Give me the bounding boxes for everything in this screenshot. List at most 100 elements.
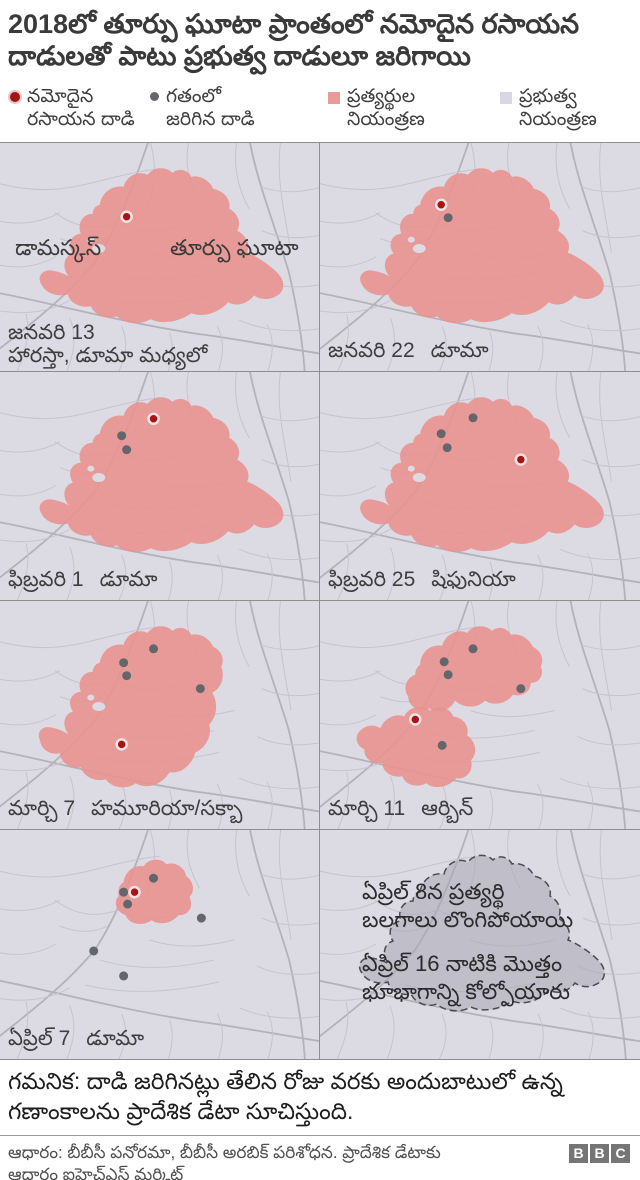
lavender-square-icon xyxy=(500,92,512,104)
previous-attack-dot xyxy=(123,899,133,909)
panel-caption: జనవరి 13 హారస్తా, డూమా మధ్యలో xyxy=(8,321,207,368)
previous-attack-dot xyxy=(89,946,99,956)
legend-label: నియంత్రణ xyxy=(347,108,425,130)
legend-label: జరిగిన దాడి xyxy=(166,108,255,130)
map-panel-january-13: డామస్కస్ తూర్పు ఘూటా జనవరి 13 హారస్తా, డూమా… xyxy=(0,143,320,372)
map-canvas xyxy=(320,830,640,1059)
footnote: గమనిక: దాడి జరిగినట్లు తేలిన రోజు వరకు అ… xyxy=(0,1060,640,1131)
header: 2018లో తూర్పు ఘూటా ప్రాంతంలో నమోదైన రసాయ… xyxy=(0,0,640,142)
legend-item-rebel-control: ప్రత్యర్థుల నియంత్రణ xyxy=(328,86,425,132)
legend-item-previous-attack: గతంలో జరిగిన దాడి xyxy=(150,86,255,132)
previous-attack-dot xyxy=(516,684,526,694)
previous-attack-dot xyxy=(439,657,449,667)
bbc-logo-letter: C xyxy=(611,1143,630,1163)
previous-attack-dot xyxy=(468,413,478,423)
map-canvas xyxy=(0,601,319,829)
previous-attack-dot xyxy=(196,913,206,923)
panel-caption-date: ఫిబ్రవరి 25 xyxy=(328,568,416,591)
gray-dot-icon xyxy=(150,92,159,101)
panel-caption: జనవరి 22 డూమా xyxy=(328,339,489,368)
chemical-attack-dot xyxy=(514,453,528,466)
bbc-logo-letter: B xyxy=(590,1143,609,1163)
rebel-territory-shape xyxy=(39,168,284,324)
panel-caption: మార్చి 11 ఆర్బిన్ xyxy=(328,797,473,826)
map-canvas xyxy=(320,601,640,829)
map-panel-april-7: ఏప్రిల్ 7 డూమా xyxy=(0,830,320,1059)
map-panel-february-1: ఫిబ్రవరి 1 డూమా xyxy=(0,372,320,601)
panel-caption-place: డూమా xyxy=(86,1027,145,1050)
legend-item-chemical-attack: నమోదైన రసాయన దాడి xyxy=(8,86,135,132)
map-canvas xyxy=(0,830,319,1059)
source-line-1: ఆధారం: బీబీసీ పనోరమా, బీబీసీ అరబిక్ పరిశ… xyxy=(8,1142,441,1162)
panel-caption: ఫిబ్రవరి 25 షిఫునియా xyxy=(328,568,516,597)
footnote-line-1: గమనిక: దాడి జరిగినట్లు తేలిన రోజు వరకు అ… xyxy=(8,1068,563,1094)
territory-notch xyxy=(407,465,415,472)
previous-attack-dot xyxy=(443,670,453,680)
previous-attack-dot xyxy=(122,445,132,455)
surrender-text-line: ఏప్రిల్ 16 నాటికి మొత్తం xyxy=(362,951,563,976)
territory-notch xyxy=(92,473,106,483)
legend-label: రసాయన దాడి xyxy=(27,108,135,130)
pink-square-icon xyxy=(328,92,340,104)
previous-attack-dot xyxy=(119,971,129,981)
rebel-territory-shape xyxy=(405,626,543,712)
territory-notch xyxy=(87,236,95,243)
chemical-attack-dot xyxy=(147,412,160,426)
surrender-text-t2: ఏప్రిల్ 16 నాటికి మొత్తం భూభాగాన్ని కోల్ప… xyxy=(362,950,570,1006)
map-label-damascus: డామస్కస్ xyxy=(15,235,102,260)
chemical-attack-dot xyxy=(128,885,141,899)
previous-attack-dot xyxy=(443,213,453,223)
panel-caption-place: డూమా xyxy=(430,339,489,362)
map-panel-january-22: జనవరి 22 డూమా xyxy=(320,143,640,372)
rebel-territory-shape xyxy=(356,706,476,788)
previous-attack-dot xyxy=(436,429,446,439)
legend-label: నియంత్రణ xyxy=(519,108,597,130)
territory-notch xyxy=(412,473,426,483)
rebel-territory-shape xyxy=(360,168,604,324)
previous-attack-dot xyxy=(442,443,452,453)
surrender-text-line: ఏప్రిల్ 8న ప్రత్యర్థి xyxy=(362,879,505,904)
previous-attack-dot xyxy=(149,873,159,883)
previous-attack-dot xyxy=(195,684,205,694)
territory-notch xyxy=(407,236,415,243)
surrender-text-line: భూభాగాన్ని కోల్పోయారు xyxy=(362,979,570,1005)
map-panel-february-25: ఫిబ్రవరి 25 షిఫునియా xyxy=(320,372,640,601)
panel-caption: మార్చి 7 హమూరియా/సక్బా xyxy=(8,797,242,826)
panel-caption-date: ఏప్రిల్ 7 xyxy=(8,1027,71,1050)
territory-notch xyxy=(87,694,95,701)
legend-label: ప్రత్యర్థుల xyxy=(347,86,416,107)
panel-caption-place: ఆర్బిన్ xyxy=(421,797,474,820)
previous-attack-dot xyxy=(117,431,127,441)
legend-label: ప్రభుత్వ xyxy=(519,86,577,107)
footnote-line-2: గణాంకాలను ప్రాదేశిక డేటా సూచిస్తుంది. xyxy=(8,1097,354,1124)
title-line-2: దాడులతో పాటు ప్రభుత్వ దాడులూ జరిగాయి xyxy=(8,41,471,72)
previous-attack-dot xyxy=(437,740,447,750)
chemical-attack-dot xyxy=(409,713,422,726)
source-text: ఆధారం: బీబీసీ పనోరమా, బీబీసీ అరబిక్ పరిశ… xyxy=(8,1142,441,1180)
territory-notch xyxy=(412,244,426,254)
panel-caption-place: హమూరియా/సక్బా xyxy=(91,797,243,820)
panel-caption-date: మార్చి 11 xyxy=(328,797,406,820)
map-canvas xyxy=(0,143,319,371)
map-panel-surrender-note: ఏప్రిల్ 8న ప్రత్యర్థి బలగాలు లొంగిపోయాయి ఏ… xyxy=(320,830,640,1059)
legend-label: నమోదైన xyxy=(27,86,94,107)
panel-caption: ఫిబ్రవరి 1 డూమా xyxy=(8,568,157,597)
panel-caption-date: ఫిబ్రవరి 1 xyxy=(8,568,84,591)
map-panel-march-7: మార్చి 7 హమూరియా/సక్బా xyxy=(0,601,320,830)
panel-caption-date: జనవరి 22 xyxy=(328,339,415,362)
legend-label: గతంలో xyxy=(166,86,222,107)
surrender-text-t1: ఏప్రిల్ 8న ప్రత్యర్థి బలగాలు లొంగిపోయాయి xyxy=(362,878,573,934)
map-panel-march-11: మార్చి 11 ఆర్బిన్ xyxy=(320,601,640,830)
map-canvas xyxy=(320,143,640,371)
chemical-attack-dot xyxy=(434,198,448,211)
previous-attack-dot xyxy=(122,671,132,681)
previous-attack-dot xyxy=(468,644,478,654)
legend-item-government-control: ప్రభుత్వ నియంత్రణ xyxy=(500,86,597,132)
map-label-eastern-ghouta: తూర్పు ఘూటా xyxy=(170,235,299,260)
territory-notch xyxy=(92,244,106,254)
source-row: ఆధారం: బీబీసీ పనోరమా, బీబీసీ అరబిక్ పరిశ… xyxy=(0,1134,640,1180)
territory-notch xyxy=(92,702,106,712)
chemical-attack-dot xyxy=(115,738,128,751)
previous-attack-dot xyxy=(119,887,129,897)
